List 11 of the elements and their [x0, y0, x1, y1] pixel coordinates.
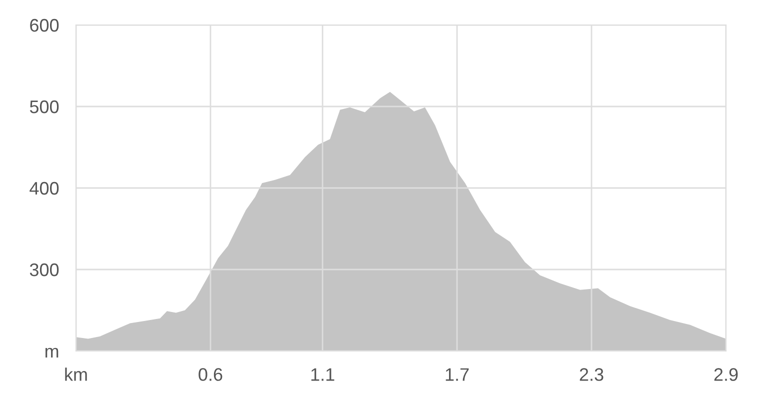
y-tick-label: 300 — [30, 263, 59, 276]
x-tick-label: 1.7 — [446, 368, 469, 381]
y-tick-label: 500 — [30, 100, 59, 114]
y-tick-label: 400 — [30, 182, 59, 195]
x-tick-label: 0.6 — [198, 368, 222, 381]
x-tick-label: 2.3 — [580, 368, 604, 381]
y-tick-label: m — [45, 348, 58, 358]
x-tick-label: km — [65, 368, 87, 381]
x-tick-label: 1.1 — [311, 368, 334, 381]
x-tick-label: 2.9 — [714, 368, 738, 381]
y-tick-label: 600 — [30, 18, 59, 32]
